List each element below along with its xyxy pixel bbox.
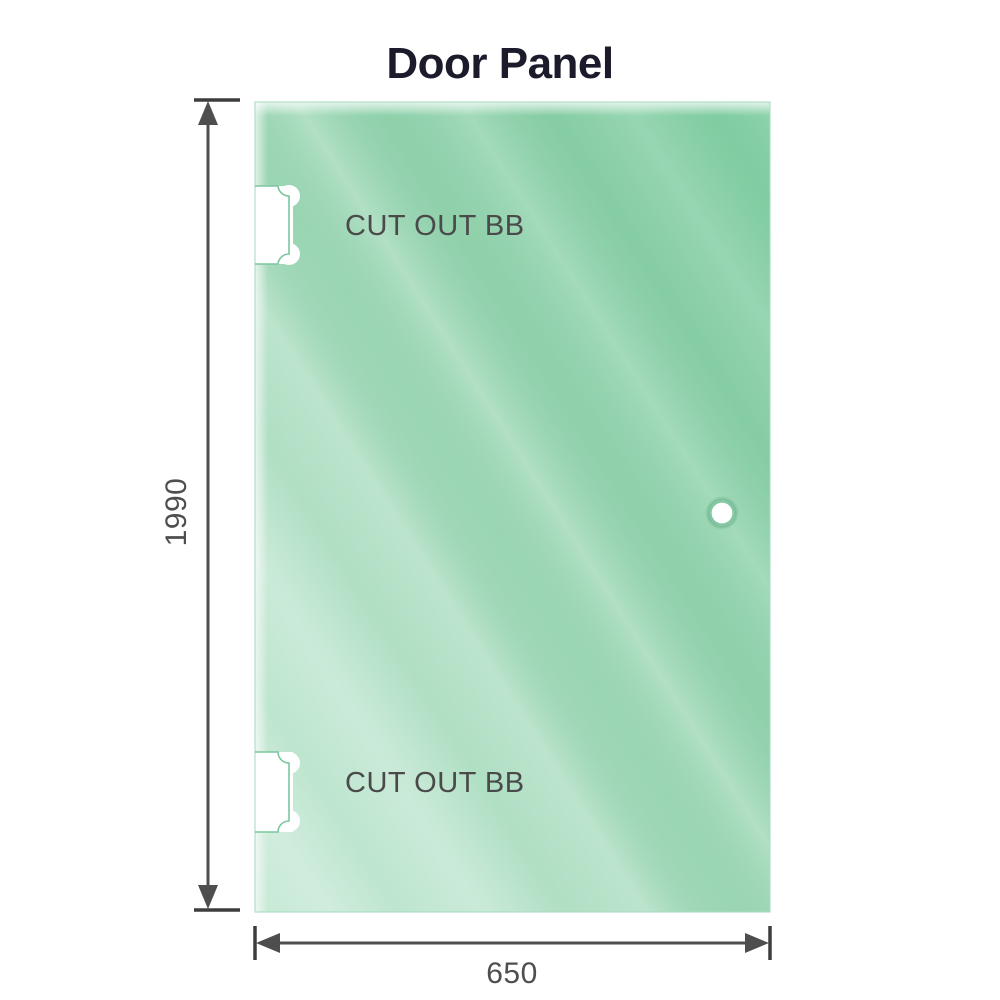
height-arrow-up-icon (198, 101, 218, 125)
cutout-label-top: CUT OUT BB (345, 210, 525, 242)
width-dimension: 650 (253, 926, 772, 990)
panel-outline (254, 101, 771, 913)
height-arrow-down-icon (198, 885, 218, 909)
panel-top-highlight (255, 102, 770, 116)
width-dimension-label: 650 (486, 957, 538, 990)
cutout-top (255, 185, 290, 265)
glass-door-panel (255, 102, 770, 912)
cutout-bottom (255, 751, 290, 833)
handle-hole-bore (710, 501, 734, 525)
cutout-label-bottom: CUT OUT BB (345, 767, 525, 799)
page-title: Door Panel (386, 39, 613, 88)
width-arrow-left-icon (256, 933, 280, 953)
handle-hole (705, 496, 739, 530)
panel-reflection-streaks (255, 102, 770, 912)
height-dimension: 1990 (160, 98, 240, 912)
height-dimension-label: 1990 (160, 478, 193, 547)
width-arrow-right-icon (745, 933, 769, 953)
panel-left-highlight (255, 102, 268, 912)
